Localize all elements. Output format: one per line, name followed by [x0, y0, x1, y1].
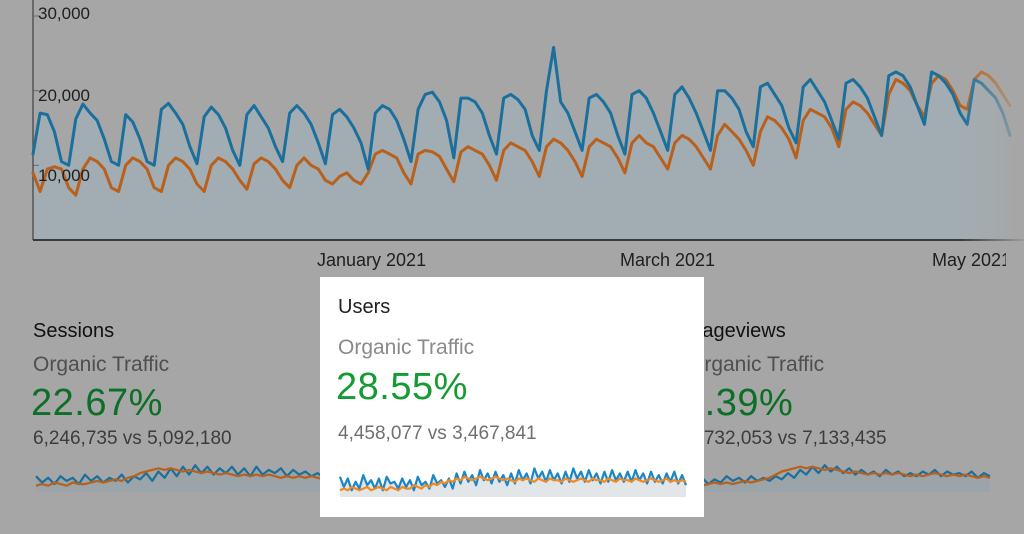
card-segment: Organic Traffic	[33, 353, 170, 376]
sparkline-current-line	[338, 467, 688, 492]
card-comparison: 4,458,077 vs 3,467,841	[338, 423, 537, 444]
sparkline-area	[690, 465, 990, 492]
card-title: Pageviews	[689, 320, 786, 342]
y-tick-label: 30,000	[38, 4, 90, 23]
sparkline-previous-line	[35, 467, 337, 487]
card-comparison: 7,732,053 vs 7,133,435	[688, 428, 887, 449]
card-comparison: 6,246,735 vs 5,092,180	[33, 428, 232, 449]
card-segment: Organic Traffic	[338, 336, 475, 359]
users-card-highlight[interactable]: Users Organic Traffic 28.55% 4,458,077 v…	[320, 277, 704, 517]
users-sparkline	[338, 467, 688, 497]
sparkline-previous-line	[339, 475, 687, 492]
card-segment: Organic Traffic	[688, 353, 825, 376]
x-tick-label: January 2021	[317, 250, 427, 270]
y-tick-label: 20,000	[38, 86, 90, 105]
previous-period-line	[31, 70, 1012, 197]
card-title: Users	[338, 296, 391, 318]
sessions-sparkline	[35, 464, 337, 492]
card-title: Sessions	[33, 320, 115, 342]
sparkline-area	[36, 465, 336, 492]
current-series-area	[33, 47, 1010, 241]
sparkline-area	[340, 468, 686, 497]
card-change-percent: 28.55%	[336, 366, 468, 408]
main-trend-chart	[31, 0, 1024, 280]
x-tick-label: March 2021	[620, 250, 716, 270]
card-change-percent: 22.67%	[31, 382, 163, 424]
edge-fade	[960, 0, 1024, 280]
sparkline-previous-line	[689, 465, 991, 487]
pageviews-sparkline	[689, 464, 991, 492]
y-tick-label: 10,000	[38, 166, 90, 185]
current-period-line	[31, 45, 1012, 171]
x-tick-label: May 2021	[932, 250, 1006, 270]
